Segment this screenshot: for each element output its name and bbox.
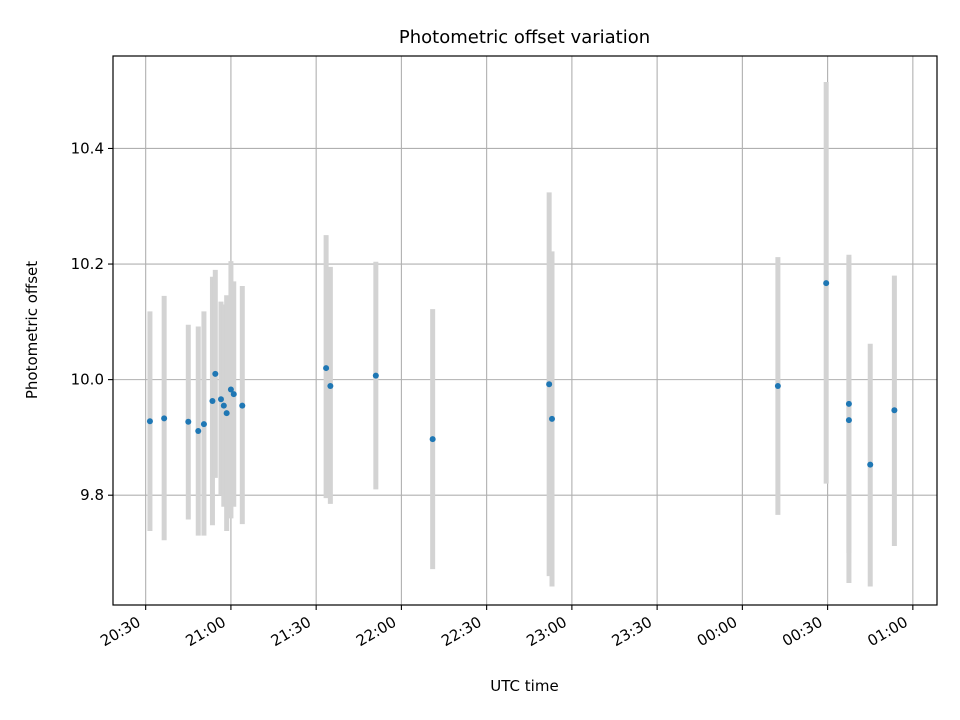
data-point (845, 400, 852, 407)
data-point (209, 398, 216, 405)
data-point (823, 280, 830, 287)
y-axis: 9.8 10.0 10.2 10.4 (71, 139, 113, 504)
data-point (845, 417, 852, 424)
data-point (185, 418, 192, 425)
data-point (546, 381, 553, 388)
y-tick-label: 10.2 (71, 255, 104, 273)
grid (113, 56, 937, 605)
data-point (217, 396, 224, 403)
data-point (200, 421, 207, 428)
y-axis-label: Photometric offset (23, 261, 41, 399)
data-point (372, 372, 379, 379)
data-point (212, 370, 219, 377)
data-point (867, 461, 874, 468)
y-tick-label: 10.0 (71, 371, 104, 389)
y-tick-label: 9.8 (80, 486, 104, 504)
plot-frame (112, 55, 938, 606)
chart-title: Photometric offset variation (399, 27, 650, 48)
data-point (227, 386, 234, 393)
data-point (891, 407, 898, 414)
data-point (220, 402, 227, 409)
data-point (195, 428, 202, 435)
data-point (223, 410, 230, 417)
data-points (146, 280, 898, 468)
data-point (323, 365, 330, 372)
data-point (327, 382, 334, 389)
data-point (230, 391, 237, 398)
data-point (161, 415, 168, 422)
y-tick-label: 10.4 (71, 139, 104, 157)
data-point (239, 402, 246, 409)
data-point (146, 418, 153, 425)
data-point (429, 436, 436, 443)
data-point (548, 415, 555, 422)
data-point (774, 382, 781, 389)
x-axis-label: UTC time (490, 677, 558, 695)
